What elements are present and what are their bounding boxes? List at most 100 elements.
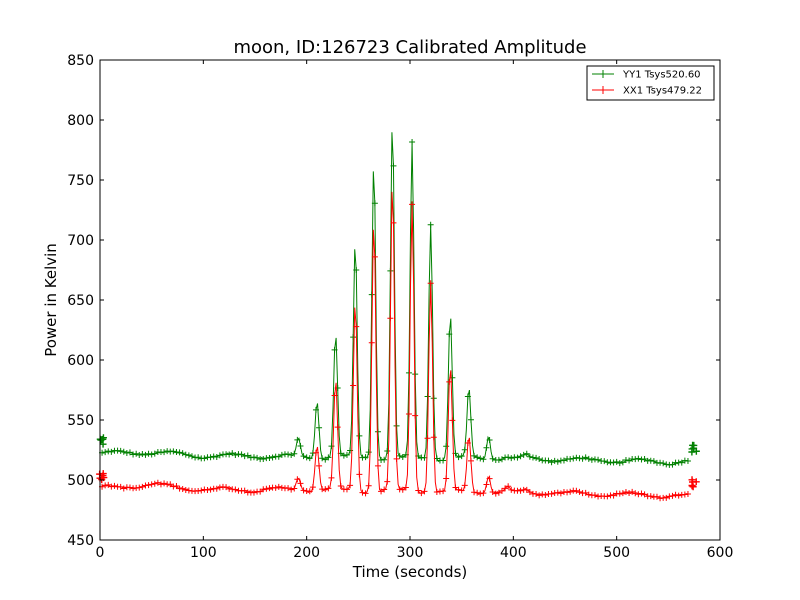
y-tick-label: 450: [67, 533, 94, 549]
data-point: [629, 488, 636, 495]
data-point: [508, 455, 515, 462]
data-point: [576, 488, 583, 495]
data-point: [232, 486, 239, 493]
data-point: [464, 393, 471, 400]
data-point: [474, 489, 481, 496]
data-point: [384, 447, 391, 454]
data-point: [551, 457, 558, 464]
data-point: [564, 489, 571, 496]
data-point: [334, 424, 341, 431]
data-point: [365, 449, 372, 456]
data-point: [560, 457, 567, 464]
data-point: [409, 201, 416, 208]
data-point: [585, 491, 592, 498]
chart-title: moon, ID:126723 Calibrated Amplitude: [233, 37, 586, 58]
ticks-layer: 0 100 200 300 400 500 600 450 500 550 600 650 700 750…: [67, 53, 733, 561]
data-point: [467, 457, 474, 464]
data-point: [455, 486, 462, 493]
data-point: [105, 481, 112, 488]
data-point: [591, 492, 598, 499]
data-point: [381, 456, 388, 463]
data-point: [489, 488, 496, 495]
data-point: [269, 454, 276, 461]
data-point: [387, 267, 394, 274]
data-point: [573, 487, 580, 494]
data-point: [362, 490, 369, 497]
data-point: [297, 442, 304, 449]
data-point: [365, 482, 372, 489]
endpoint-marker-0-1: [688, 441, 700, 456]
data-point: [514, 454, 521, 461]
y-tick-label: 600: [67, 353, 94, 369]
data-point: [347, 482, 354, 489]
x-tick-label: 600: [707, 545, 734, 561]
data-point: [381, 486, 388, 493]
series-layer: [96, 132, 700, 502]
data-point: [669, 492, 676, 499]
data-point: [130, 451, 137, 458]
data-point: [359, 489, 366, 496]
data-point: [362, 454, 369, 461]
data-point: [622, 488, 629, 495]
data-point: [390, 219, 397, 226]
data-point: [309, 484, 316, 491]
data-point: [387, 315, 394, 322]
data-point: [229, 450, 236, 457]
data-point: [170, 483, 177, 490]
data-point: [139, 450, 146, 457]
data-point: [260, 456, 267, 463]
data-point: [635, 491, 642, 498]
data-point: [148, 451, 155, 458]
data-point: [108, 448, 115, 455]
data-point: [294, 476, 301, 483]
data-point: [440, 488, 447, 495]
y-axis-label: Power in Kelvin: [42, 243, 60, 357]
data-point: [244, 452, 251, 459]
data-point: [102, 449, 109, 456]
data-point: [595, 493, 602, 500]
x-tick-label: 0: [96, 545, 105, 561]
data-point: [461, 446, 468, 453]
data-point: [477, 455, 484, 462]
data-point: [666, 493, 673, 500]
data-point: [331, 392, 338, 399]
data-point: [312, 406, 319, 413]
data-point: [505, 483, 512, 490]
data-point: [684, 491, 691, 498]
data-point: [312, 449, 319, 456]
data-point: [415, 487, 422, 494]
data-point: [167, 481, 174, 488]
data-point: [579, 455, 586, 462]
data-point: [523, 450, 530, 457]
endpoint-marker-1-1: [688, 476, 700, 491]
x-tick-label: 100: [190, 545, 217, 561]
data-point: [226, 451, 233, 458]
data-point: [136, 484, 143, 491]
data-point: [449, 417, 456, 424]
data-point: [170, 448, 177, 455]
data-point: [517, 487, 524, 494]
data-point: [455, 454, 462, 461]
data-point: [582, 489, 589, 496]
data-point: [241, 453, 248, 460]
data-point: [325, 454, 332, 461]
data-point: [533, 491, 540, 498]
data-point: [272, 484, 279, 491]
x-tick-label: 300: [397, 545, 424, 561]
data-point: [136, 452, 143, 459]
data-point: [595, 456, 602, 463]
data-point: [433, 489, 440, 496]
data-point: [291, 450, 298, 457]
data-point: [672, 491, 679, 498]
data-point: [126, 484, 133, 491]
data-point: [505, 454, 512, 461]
data-point: [120, 485, 127, 492]
data-point: [350, 334, 357, 341]
data-point: [328, 474, 335, 481]
data-point: [374, 462, 381, 469]
data-point: [626, 457, 633, 464]
data-point: [498, 456, 505, 463]
data-point: [653, 493, 660, 500]
data-point: [424, 435, 431, 442]
